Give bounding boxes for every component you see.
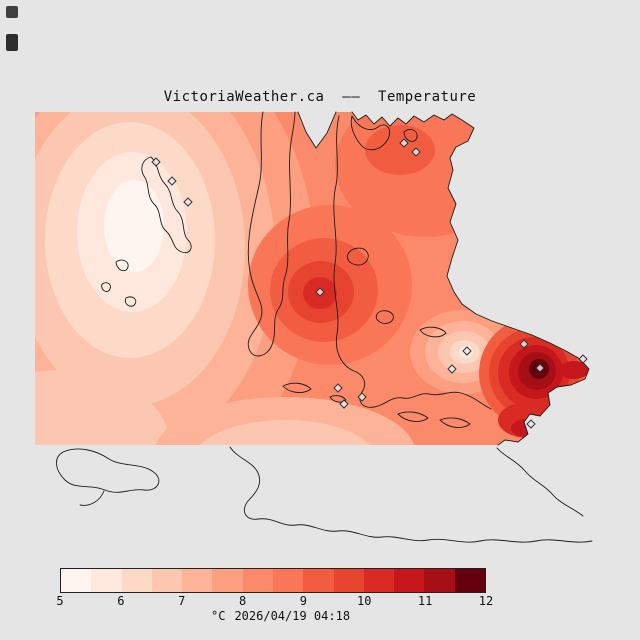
colorbar-cell [242, 569, 273, 592]
screen-artifact [6, 6, 18, 18]
timestamp: 2026/04/19 04:18 [234, 609, 351, 623]
station-marker [519, 339, 529, 349]
coastline [79, 490, 105, 506]
island-outline [439, 417, 471, 428]
island-outline [329, 395, 347, 403]
station-marker [535, 363, 545, 373]
colorbar-ticks: 5 6 7 8 9 10 11 12 [56, 594, 493, 608]
map-title: VictoriaWeather.ca –– Temperature [163, 89, 477, 105]
station-marker [357, 392, 367, 402]
screen-artifact [6, 34, 18, 51]
colorbar-cell [182, 569, 213, 592]
station-marker [411, 147, 421, 157]
colorbar-tick: 5 [56, 594, 64, 608]
coastline [333, 115, 492, 410]
coastline [403, 129, 418, 142]
colorbar-tick: 12 [478, 594, 494, 608]
station-marker [526, 419, 536, 429]
colorbar-cell [212, 569, 243, 592]
colorbar-cell [272, 569, 304, 592]
colorbar-tick: 11 [417, 594, 433, 608]
station-marker [167, 176, 177, 186]
station-marker [333, 383, 343, 393]
coastline [229, 446, 593, 543]
station-marker [183, 197, 193, 207]
lake-outline [375, 310, 394, 324]
colorbar-cell [151, 569, 183, 592]
colorbar [60, 568, 486, 593]
island-outline [115, 259, 129, 272]
island-outline [124, 296, 137, 307]
colorbar-tick: 6 [117, 594, 125, 608]
island-outline [282, 382, 312, 393]
colorbar-tick: 9 [299, 594, 308, 608]
colorbar-cell [121, 569, 152, 592]
colorbar-cell [303, 569, 334, 592]
island-outline [101, 282, 111, 292]
station-marker [578, 354, 588, 364]
station-marker [462, 346, 472, 356]
station-marker [447, 364, 457, 374]
station-marker [399, 138, 409, 148]
colorbar-cell [424, 569, 455, 592]
colorbar-cell [333, 569, 364, 592]
coastlines [56, 111, 593, 543]
station-marker [151, 157, 161, 167]
colorbar-tick: 7 [178, 594, 186, 608]
lake-outline [347, 247, 369, 266]
units-label: °C [211, 609, 226, 623]
coastline [297, 111, 590, 446]
colorbar-cell [61, 569, 92, 592]
coastline [247, 111, 296, 357]
coastline [350, 115, 391, 151]
island-outline [141, 156, 192, 254]
colorbar-tick: 10 [357, 594, 372, 608]
colorbar-cell [91, 569, 122, 592]
colorbar-cell [363, 569, 395, 592]
colorbar-tick: 8 [238, 594, 247, 608]
colorbar-caption: °C 2026/04/19 04:18 [211, 609, 359, 623]
station-marker [315, 287, 325, 297]
station-marker [339, 399, 349, 409]
station-markers [151, 138, 588, 429]
coastline [56, 448, 160, 493]
colorbar-cell [394, 569, 425, 592]
temperature-field [35, 112, 589, 445]
coastline [496, 447, 584, 517]
lake-outline [419, 326, 447, 338]
colorbar-cell [454, 569, 485, 592]
island-outline [397, 411, 429, 422]
